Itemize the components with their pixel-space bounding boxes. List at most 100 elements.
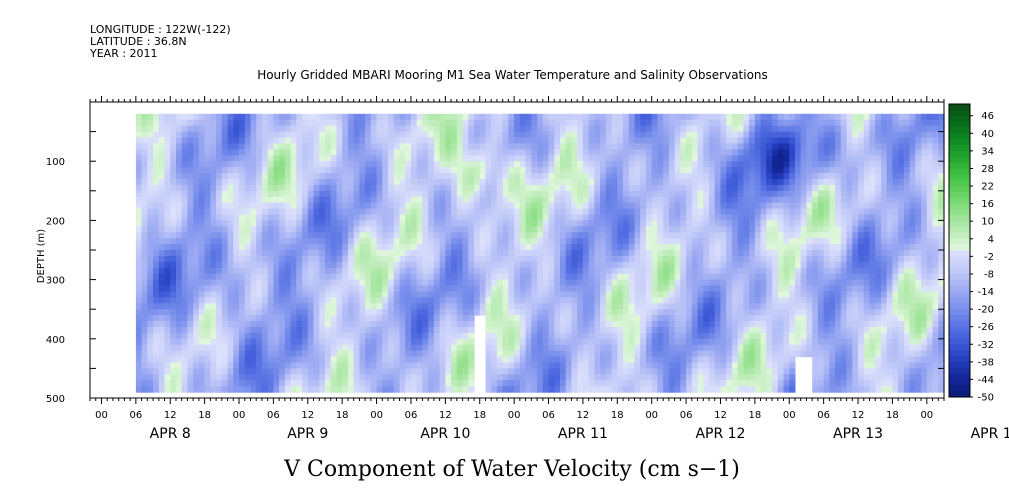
heatmap-cell: [582, 232, 590, 239]
heatmap-cell: [416, 362, 423, 369]
heatmap-cell: [439, 226, 446, 233]
heatmap-cell: [703, 208, 710, 216]
heatmap-cell: [651, 119, 658, 127]
heatmap-cell: [399, 238, 406, 245]
heatmap-cell: [158, 327, 166, 334]
heatmap-cell: [646, 261, 653, 269]
heatmap-cell: [571, 273, 578, 281]
heatmap-cell: [296, 250, 303, 257]
heatmap-cell: [135, 208, 143, 216]
heatmap-cell: [542, 250, 550, 257]
heatmap-cell: [514, 143, 521, 150]
heatmap-cell: [433, 173, 441, 180]
heatmap-cell: [239, 332, 246, 340]
heatmap-cell: [405, 267, 412, 275]
heatmap-cell: [582, 255, 590, 263]
heatmap-cell: [525, 356, 532, 364]
heatmap-cell: [370, 309, 378, 316]
heatmap-cell: [433, 267, 441, 275]
heatmap-cell: [370, 143, 378, 150]
heatmap-cell: [181, 113, 188, 121]
heatmap-cell: [474, 285, 481, 292]
heatmap-cell: [657, 356, 664, 364]
heatmap-cell: [330, 119, 337, 127]
heatmap-cell: [359, 214, 366, 221]
heatmap-cell: [571, 315, 578, 322]
heatmap-cell: [508, 374, 515, 381]
heatmap-cell: [674, 338, 681, 346]
heatmap-cell: [204, 208, 211, 216]
heatmap-cell: [267, 214, 274, 221]
heatmap-cell: [720, 125, 727, 133]
heatmap-cell: [697, 220, 704, 227]
heatmap-cell: [325, 374, 332, 381]
heatmap-cell: [256, 196, 263, 204]
heatmap-cell: [342, 232, 349, 239]
heatmap-cell: [393, 356, 401, 364]
heatmap-cell: [193, 196, 200, 204]
heatmap-cell: [393, 285, 401, 292]
heatmap-cell: [496, 113, 504, 121]
heatmap-cell: [451, 220, 458, 227]
heatmap-cell: [365, 350, 372, 358]
heatmap-cell: [519, 255, 527, 263]
heatmap-cell: [474, 220, 481, 227]
heatmap-cell: [256, 143, 263, 150]
heatmap-cell: [548, 309, 555, 316]
heatmap-cell: [244, 327, 252, 334]
heatmap-cell: [554, 214, 561, 221]
heatmap-cell: [135, 196, 143, 204]
heatmap-cell: [261, 131, 269, 139]
heatmap-cell: [261, 356, 269, 364]
heatmap-cell: [359, 291, 366, 298]
heatmap-cell: [393, 309, 401, 316]
heatmap-cell: [479, 285, 486, 292]
heatmap-cell: [233, 332, 240, 340]
heatmap-cell: [330, 380, 337, 387]
heatmap-cell: [187, 220, 194, 227]
heatmap-cell: [296, 327, 303, 334]
heatmap-cell: [279, 184, 286, 192]
heatmap-cell: [227, 167, 234, 174]
heatmap-cell: [405, 279, 412, 287]
heatmap-cell: [279, 309, 286, 316]
heatmap-cell: [531, 273, 538, 281]
heatmap-cell: [651, 332, 658, 340]
heatmap-cell: [164, 167, 171, 174]
heatmap-cell: [210, 356, 217, 364]
heatmap-cell: [302, 232, 309, 239]
heatmap-cell: [571, 244, 578, 251]
heatmap-cell: [743, 113, 750, 121]
heatmap-cell: [198, 309, 206, 316]
heatmap-cell: [135, 155, 143, 162]
heatmap-cell: [353, 244, 360, 251]
heatmap-cell: [204, 238, 211, 245]
heatmap-cell: [388, 374, 395, 381]
heatmap-cell: [640, 250, 647, 257]
heatmap-cell: [686, 179, 693, 186]
heatmap-cell: [325, 214, 332, 221]
heatmap-cell: [600, 297, 607, 304]
heatmap-cell: [307, 380, 315, 387]
heatmap-cell: [617, 161, 624, 168]
heatmap-cell: [216, 173, 223, 180]
heatmap-cell: [651, 267, 658, 275]
heatmap-cell: [153, 208, 160, 216]
heatmap-cell: [720, 208, 727, 216]
heatmap-cell: [336, 149, 343, 156]
heatmap-cell: [388, 315, 395, 322]
heatmap-cell: [405, 273, 412, 281]
heatmap-cell: [709, 244, 716, 251]
heatmap-cell: [571, 143, 578, 150]
heatmap-cell: [709, 309, 716, 316]
heatmap-cell: [216, 279, 223, 287]
heatmap-cell: [399, 119, 406, 127]
heatmap-cell: [628, 315, 636, 322]
heatmap-cell: [714, 161, 721, 168]
heatmap-cell: [709, 362, 716, 369]
heatmap-cell: [456, 220, 464, 227]
heatmap-cell: [261, 208, 269, 216]
heatmap-cell: [244, 137, 252, 144]
heatmap-cell: [204, 232, 211, 239]
heatmap-cell: [691, 161, 699, 168]
